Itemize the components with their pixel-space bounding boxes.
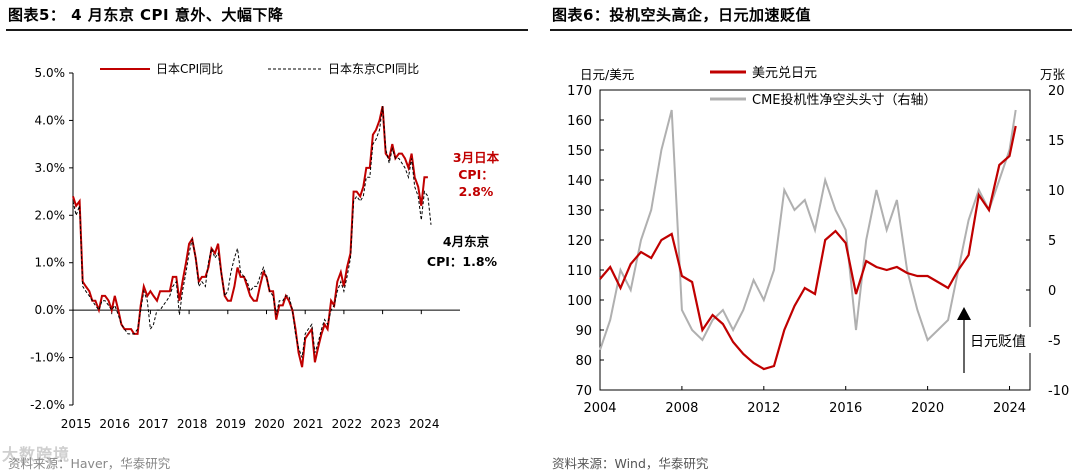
left-x-tick-label: 2020 [254, 417, 285, 431]
left-legend-label-0: 日本CPI同比 [156, 62, 223, 76]
right-series-line-1 [599, 109, 1017, 351]
right-left-y-tick-label: 170 [567, 84, 592, 99]
right-left-y-tick-label: 80 [575, 354, 592, 369]
right-right-axis-unit: 万张 [1040, 67, 1066, 82]
left-x-tick-label: 2018 [177, 417, 208, 431]
left-x-tick-label: 2017 [138, 417, 169, 431]
left-y-tick-label: 3.0% [35, 161, 66, 175]
right-left-y-tick-label: 110 [567, 264, 592, 279]
left-y-tick-label: -1.0% [30, 351, 65, 365]
left-x-tick-label: 2023 [370, 417, 401, 431]
right-x-tick-label: 2008 [665, 401, 698, 416]
left-x-tick-label: 2019 [216, 417, 247, 431]
right-x-tick-label: 2016 [829, 401, 862, 416]
left-annotation-march-cpi: 3月日本 [453, 150, 500, 165]
left-source-note: 资料来源：Haver，华泰研究 [8, 456, 171, 471]
right-right-y-tick-label: 20 [1048, 84, 1065, 99]
left-annotation-tokyo-cpi: CPI：1.8% [427, 254, 498, 269]
right-left-y-tick-label: 130 [567, 204, 592, 219]
right-annotation-box [967, 327, 1033, 353]
left-y-tick-label: 4.0% [35, 113, 66, 127]
right-left-y-tick-label: 100 [567, 294, 592, 309]
left-y-tick-label: 1.0% [35, 256, 66, 270]
left-x-tick-label: 2015 [61, 417, 92, 431]
right-x-tick-label: 2020 [911, 401, 944, 416]
right-annotation-label: 日元贬值 [970, 334, 1026, 350]
right-left-y-tick-label: 160 [567, 114, 592, 129]
right-left-y-tick-label: 120 [567, 234, 592, 249]
right-right-y-tick-label: -10 [1048, 384, 1069, 399]
right-legend-label-0: 美元兑日元 [752, 66, 817, 81]
right-x-tick-label: 2024 [993, 401, 1026, 416]
right-left-y-tick-label: 150 [567, 144, 592, 159]
left-x-tick-label: 2022 [332, 417, 363, 431]
right-left-y-tick-label: 70 [575, 384, 592, 399]
left-chart-title: 图表5： 4 月东京 CPI 意外、大幅下降 [8, 6, 284, 24]
left-y-tick-label: 0.0% [35, 303, 66, 317]
right-source-note: 资料来源：Wind，华泰研究 [552, 456, 709, 471]
right-left-y-tick-label: 140 [567, 174, 592, 189]
right-chart-title: 图表6：投机空头高企，日元加速贬值 [552, 6, 811, 24]
right-annotation-arrow-head [957, 307, 971, 320]
left-title-rule [6, 29, 528, 31]
right-right-y-tick-label: 10 [1048, 184, 1065, 199]
right-x-tick-label: 2004 [583, 401, 616, 416]
left-y-tick-label: 2.0% [35, 208, 66, 222]
left-legend-label-1: 日本东京CPI同比 [328, 62, 419, 76]
right-title-rule [550, 29, 1072, 31]
left-x-tick-label: 2021 [293, 417, 324, 431]
left-annotation-march-cpi: 2.8% [459, 184, 494, 199]
left-y-tick-label: -2.0% [30, 398, 65, 412]
right-left-y-tick-label: 90 [575, 324, 592, 339]
right-right-y-tick-label: 0 [1048, 284, 1056, 299]
left-series-line-0 [72, 105, 428, 368]
right-left-axis-unit: 日元/美元 [580, 67, 634, 82]
right-right-y-tick-label: 5 [1048, 234, 1056, 249]
left-x-tick-label: 2024 [409, 417, 440, 431]
right-right-y-tick-label: 15 [1048, 134, 1065, 149]
left-series-line-1 [72, 106, 432, 358]
right-right-y-tick-label: -5 [1048, 334, 1061, 349]
right-series-line-0 [599, 125, 1017, 371]
left-annotation-march-cpi: CPI： [458, 167, 494, 182]
right-legend-label-1: CME投机性净空头头寸（右轴） [752, 92, 937, 108]
left-y-tick-label: 5.0% [35, 66, 66, 80]
watermark-text: 大数跨境 [2, 445, 71, 464]
left-x-tick-label: 2016 [99, 417, 130, 431]
left-annotation-tokyo-cpi: 4月东京 [443, 234, 490, 249]
right-x-tick-label: 2012 [747, 401, 780, 416]
